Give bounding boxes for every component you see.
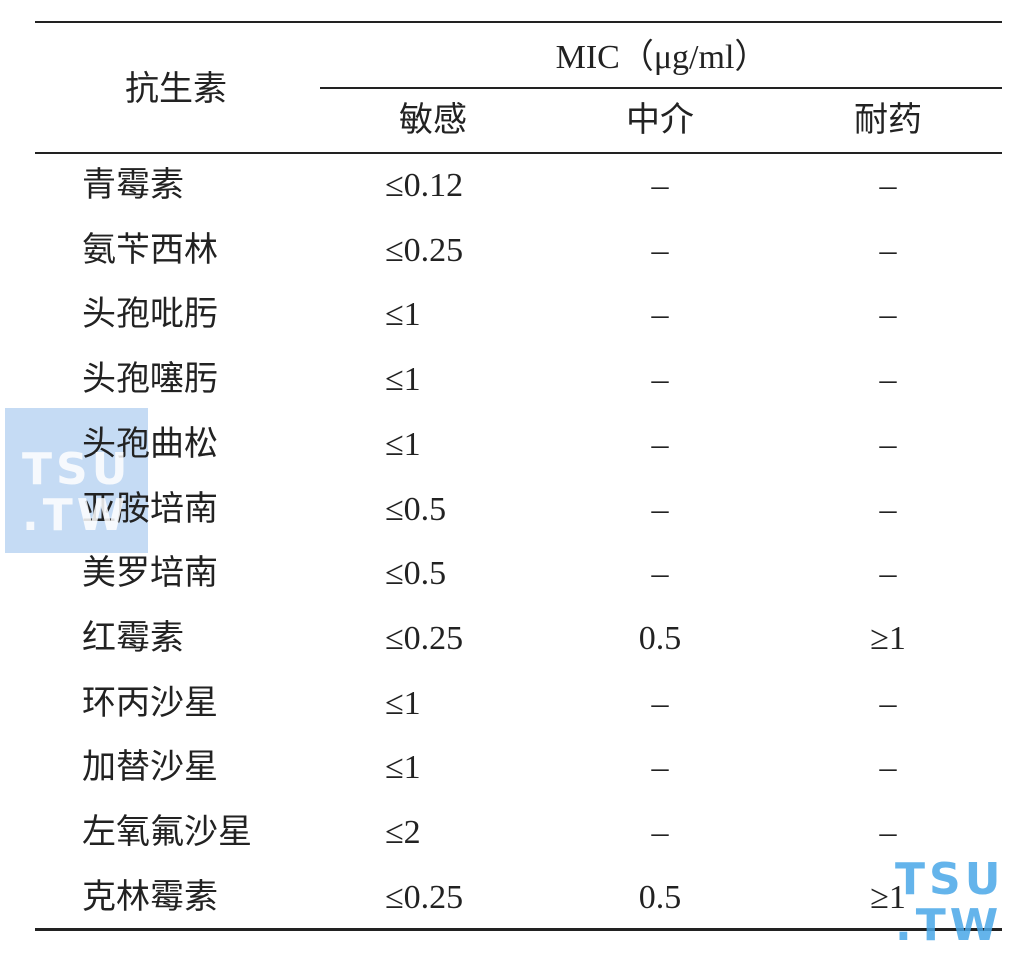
mic-value: ≤1: [385, 684, 421, 722]
mic-value: ≤1: [385, 296, 421, 334]
mic-value: –: [879, 167, 897, 204]
mic-rule: [320, 87, 1002, 89]
mic-value: ≤2: [385, 814, 421, 851]
mic-value: –: [651, 684, 669, 722]
antibiotic-name: 加替沙星: [82, 749, 218, 787]
mic-value: ≤0.5: [385, 555, 447, 593]
column-header: 中介: [626, 102, 694, 139]
top-rule: [35, 21, 1002, 23]
mic-value: –: [879, 231, 897, 269]
mic-value: –: [651, 231, 669, 269]
header-rule: [35, 152, 1002, 154]
mic-value: –: [879, 749, 897, 787]
mic-value: 0.5: [638, 619, 682, 657]
mic-value: ≤1: [385, 749, 421, 787]
mic-value: –: [651, 167, 669, 204]
column-header: 耐药: [854, 102, 922, 139]
mic-value: –: [879, 490, 897, 528]
mic-value: –: [879, 684, 897, 722]
watermark-box: [5, 408, 148, 553]
mic-value: ≤0.25: [385, 878, 464, 916]
header-antibiotic: 抗生素: [125, 71, 227, 108]
column-header: 敏感: [399, 102, 467, 139]
antibiotic-name: 美罗培南: [82, 555, 218, 593]
mic-value: –: [879, 296, 897, 334]
mic-value: ≥1: [870, 878, 906, 916]
mic-value: –: [651, 814, 669, 851]
mic-value: –: [651, 555, 669, 593]
mic-value: ≤0.25: [385, 231, 464, 269]
mic-value: –: [651, 361, 669, 399]
mic-value: –: [879, 425, 897, 463]
antibiotic-name: 头孢吡肟: [82, 296, 218, 334]
antibiotic-name: 头孢噻肟: [82, 361, 218, 399]
mic-value: ≤0.25: [385, 619, 464, 657]
mic-value: –: [651, 296, 669, 334]
header-mic: MIC（μg/ml）: [555, 39, 769, 76]
watermark-text: .TW: [22, 490, 130, 541]
mic-value: ≥1: [870, 619, 906, 657]
mic-value: –: [879, 361, 897, 399]
mic-value: –: [651, 749, 669, 787]
watermark-text: TSU: [22, 444, 132, 495]
mic-value: 0.5: [638, 878, 682, 916]
mic-value: ≤0.5: [385, 490, 447, 528]
antibiotic-name: 头孢曲松: [82, 425, 218, 463]
antibiotic-name: 左氧氟沙星: [82, 814, 252, 851]
antibiotic-name: 红霉素: [82, 619, 184, 657]
antibiotic-name: 亚胺培南: [82, 490, 218, 528]
mic-value: ≤1: [385, 425, 421, 463]
antibiotic-name: 青霉素: [82, 167, 184, 204]
mic-value: –: [879, 555, 897, 593]
mic-value: –: [651, 490, 669, 528]
bottom-rule: [35, 928, 1002, 931]
watermark-text: TSU: [895, 854, 1005, 905]
mic-value: ≤0.12: [385, 167, 464, 204]
antibiotic-name: 环丙沙星: [82, 684, 218, 722]
watermark-text: .TW: [895, 900, 1003, 951]
antibiotic-name: 氨苄西林: [82, 231, 218, 269]
mic-value: –: [879, 814, 897, 851]
mic-value: –: [651, 425, 669, 463]
antibiotic-name: 克林霉素: [82, 878, 218, 916]
mic-value: ≤1: [385, 361, 421, 399]
